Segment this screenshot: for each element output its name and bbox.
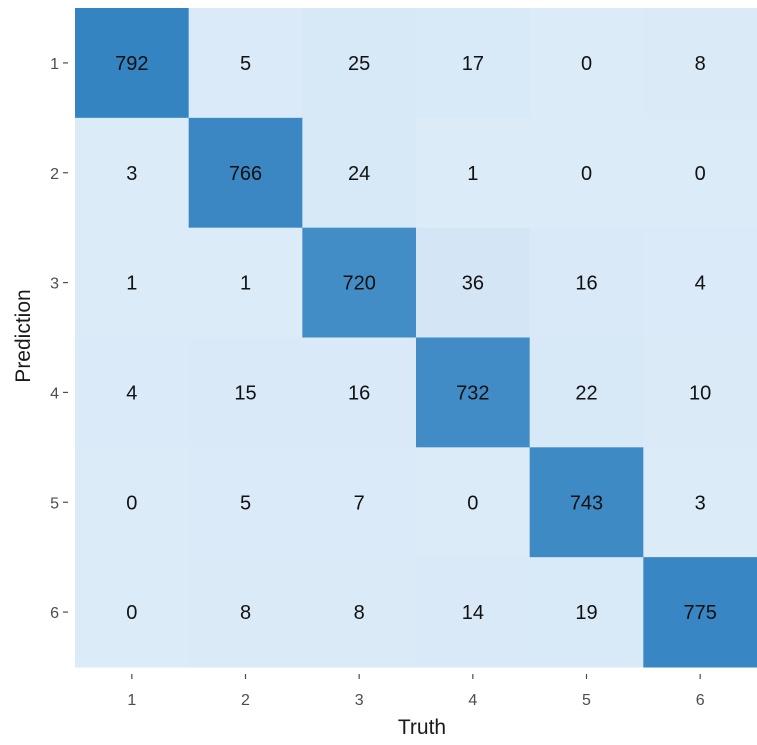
heatmap-cell-r1-c6 xyxy=(643,8,757,119)
cell-value-label-r1-c4: 17 xyxy=(462,53,484,75)
cell-value-label-r1-c2: 5 xyxy=(240,53,251,75)
cell-value-label-r4-c3: 16 xyxy=(348,382,370,404)
cell-value-label-r6-c4: 14 xyxy=(462,602,484,624)
x-tick-label-1: 1 xyxy=(127,692,136,709)
cell-value-label-r5-c6: 3 xyxy=(695,492,706,514)
heatmap-cell-r2-c4 xyxy=(416,117,531,229)
heatmap-cell-r4-c3 xyxy=(302,337,417,448)
x-tick-label-4: 4 xyxy=(468,692,477,709)
x-tick-label-5: 5 xyxy=(582,692,591,709)
heatmap-cell-r5-c1 xyxy=(75,447,190,558)
heatmap-cell-r6-c5 xyxy=(529,557,644,668)
y-tick-label-5: 5 xyxy=(50,495,59,512)
x-tick-label-2: 2 xyxy=(241,692,250,709)
cell-value-label-r5-c5: 743 xyxy=(570,492,603,514)
heatmap-cell-r2-c1 xyxy=(75,117,190,229)
cell-value-label-r3-c2: 1 xyxy=(240,273,251,295)
cell-value-label-r1-c3: 25 xyxy=(348,53,370,75)
y-axis: 1 2 3 4 5 6 xyxy=(50,56,68,622)
cell-value-label-r3-c6: 4 xyxy=(695,273,706,295)
y-tick-label-4: 4 xyxy=(50,385,59,402)
heatmap-cell-r4-c2 xyxy=(188,337,303,448)
cell-value-label-r6-c3: 8 xyxy=(354,602,365,624)
heatmap-cell-r5-c2 xyxy=(188,447,303,558)
heatmap-cell-r2-c5 xyxy=(529,117,644,229)
heatmap-cell-r3-c2 xyxy=(188,227,303,338)
heatmap-cell-r1-c3 xyxy=(302,8,417,119)
cell-value-label-r1-c5: 0 xyxy=(581,53,592,75)
heatmap-cell-r1-c2 xyxy=(188,8,303,119)
cell-value-label-r4-c5: 22 xyxy=(575,382,597,404)
heatmap-cell-r6-c4 xyxy=(416,557,531,668)
cell-value-label-r6-c2: 8 xyxy=(240,602,251,624)
cell-value-label-r5-c4: 0 xyxy=(467,492,478,514)
y-axis-title: Prediction xyxy=(12,289,35,382)
x-axis: 1 2 3 4 5 6 xyxy=(127,674,705,709)
heatmap-cell-r3-c1 xyxy=(75,227,190,338)
cell-value-label-r3-c1: 1 xyxy=(126,273,137,295)
cell-value-label-r4-c1: 4 xyxy=(126,382,137,404)
cell-value-label-r5-c2: 5 xyxy=(240,492,251,514)
heatmap-cell-r6-c2 xyxy=(188,557,303,668)
y-tick-label-2: 2 xyxy=(50,166,59,183)
y-tick-label-1: 1 xyxy=(50,56,59,73)
cell-value-label-r3-c3: 720 xyxy=(342,273,375,295)
cell-value-label-r2-c3: 24 xyxy=(348,163,370,185)
heatmap-cell-r3-c3 xyxy=(302,227,417,338)
heatmap-cell-r5-c6 xyxy=(643,447,757,558)
heatmap-cell-r5-c5 xyxy=(529,447,644,558)
heatmap-cell-r3-c4 xyxy=(416,227,531,338)
cell-value-label-r1-c6: 8 xyxy=(695,53,706,75)
heatmap-cell-r2-c2 xyxy=(188,117,303,229)
heatmap-cell-r6-c1 xyxy=(75,557,190,668)
cell-value-label-r4-c2: 15 xyxy=(234,382,256,404)
cell-value-label-r6-c1: 0 xyxy=(126,602,137,624)
cell-value-label-r2-c5: 0 xyxy=(581,163,592,185)
heatmap-cell-r5-c3 xyxy=(302,447,417,558)
heatmap-cell-r1-c1 xyxy=(75,8,190,119)
heatmap-cell-r2-c3 xyxy=(302,117,417,229)
cell-value-label-r2-c1: 3 xyxy=(126,163,137,185)
y-tick-label-6: 6 xyxy=(50,605,59,622)
heatmap-cell-r6-c3 xyxy=(302,557,417,668)
cell-value-label-r6-c5: 19 xyxy=(575,602,597,624)
cell-labels-layer: 792 5 25 17 0 83 766 24 1 0 01 1 720 36 16 44 15 16 732 22 1… xyxy=(115,53,717,624)
heatmap-cell-r3-c5 xyxy=(529,227,644,338)
heatmap-cell-r2-c6 xyxy=(643,117,757,229)
cell-value-label-r2-c2: 766 xyxy=(229,163,262,185)
x-tick-label-6: 6 xyxy=(696,692,705,709)
cell-value-label-r1-c1: 792 xyxy=(115,53,148,75)
cell-value-label-r3-c5: 16 xyxy=(575,273,597,295)
heatmap-cell-r4-c4 xyxy=(416,337,531,448)
heatmap-cell-r4-c5 xyxy=(529,337,644,448)
cell-value-label-r6-c6: 775 xyxy=(683,602,716,624)
heatmap-cell-r4-c6 xyxy=(643,337,757,448)
cell-value-label-r2-c4: 1 xyxy=(467,163,478,185)
heatmap-cell-r4-c1 xyxy=(75,337,190,448)
y-tick-label-3: 3 xyxy=(50,276,59,293)
cell-value-label-r5-c1: 0 xyxy=(126,492,137,514)
heatmap-cell-r6-c6 xyxy=(643,557,757,668)
x-axis-title: Truth xyxy=(398,716,446,739)
cells-layer xyxy=(75,8,757,668)
heatmap-cell-r1-c5 xyxy=(529,8,644,119)
cell-value-label-r4-c6: 10 xyxy=(689,382,711,404)
heatmap-cell-r1-c4 xyxy=(416,8,531,119)
cell-value-label-r2-c6: 0 xyxy=(695,163,706,185)
cell-value-label-r4-c4: 732 xyxy=(456,382,489,404)
cell-value-label-r5-c3: 7 xyxy=(354,492,365,514)
cell-value-label-r3-c4: 36 xyxy=(462,273,484,295)
x-tick-label-3: 3 xyxy=(355,692,364,709)
heatmap-cell-r5-c4 xyxy=(416,447,531,558)
heatmap-cell-r3-c6 xyxy=(643,227,757,338)
